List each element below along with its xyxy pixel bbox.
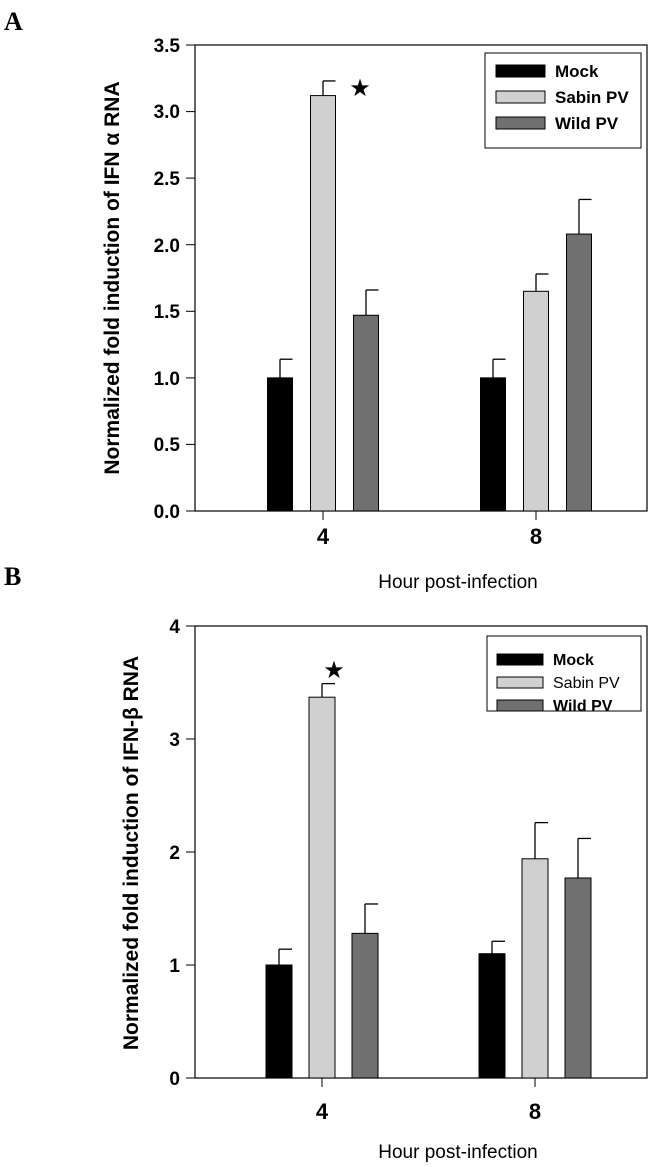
bar-sabin-4h-b: [308, 696, 336, 1079]
bar-mock-8h: [480, 377, 506, 512]
legend-b: Mock Sabin PV Wild PV: [486, 635, 642, 715]
legend-box-b: [486, 635, 642, 712]
legend-label-wild-b: Wild PV: [553, 698, 613, 715]
bar-mock-8h-b: [478, 953, 506, 1079]
x-tick-label-a: 4: [317, 524, 330, 549]
legend-swatch-mock: [495, 64, 546, 78]
panel-letter-a: A: [4, 7, 23, 36]
legend-label-sabin-b: Sabin PV: [553, 675, 620, 692]
y-tick-labels-b: 0 1 2 3 4: [169, 617, 180, 1090]
panel-letter-b: B: [4, 562, 21, 591]
y-tick-label-a: 0.5: [154, 435, 181, 456]
legend-swatch-wild-b: [496, 699, 544, 712]
bar-sabin-8h: [523, 290, 549, 512]
bar-wild-8h: [566, 233, 592, 512]
y-tick-label-a: 0.0: [154, 502, 180, 523]
bar-wild-4h-b: [351, 932, 379, 1079]
y-tick-label-b: 0: [169, 1069, 180, 1090]
bar-mock-4h: [267, 377, 293, 512]
legend-swatch-wild: [495, 116, 546, 130]
legend-label-mock: Mock: [555, 62, 599, 81]
y-tick-label-a: 3.0: [154, 102, 180, 123]
significance-star-a: ★: [349, 74, 371, 102]
bar-wild-4h: [353, 314, 379, 512]
y-ticks-a: [186, 44, 195, 512]
legend-swatch-sabin-b: [496, 676, 544, 689]
bar-mock-4h-b: [265, 964, 293, 1079]
y-tick-label-b: 2: [169, 843, 180, 864]
bar-sabin-4h: [310, 95, 336, 512]
legend-swatch-mock-b: [496, 653, 544, 666]
bar-wild-8h-b: [564, 877, 592, 1079]
legend-label-wild: Wild PV: [555, 114, 619, 133]
legend-label-mock-b: Mock: [553, 652, 594, 669]
bar-sabin-8h-b: [521, 858, 549, 1079]
y-tick-label-a: 3.5: [154, 36, 181, 57]
y-axis-title-b: Normalized fold induction of IFN-β RNA: [120, 656, 143, 1050]
y-tick-label-b: 4: [169, 617, 180, 638]
y-tick-label-a: 2.0: [154, 236, 180, 257]
y-tick-label-b: 1: [169, 956, 180, 977]
x-axis-title-b: Hour post-infection: [378, 1142, 537, 1163]
y-axis-title-a: Normalized fold induction of IFN α RNA: [101, 81, 124, 474]
legend-swatch-sabin: [495, 90, 546, 104]
significance-star-b: ★: [323, 656, 345, 684]
panel-a: A Normalized fold induction of IFN α RNA…: [4, 7, 648, 593]
y-ticks-b: [186, 625, 195, 1079]
plot-frame-a: [194, 44, 648, 512]
x-tick-label-a: 8: [530, 524, 542, 549]
y-tick-label-a: 1.5: [154, 302, 181, 323]
x-tick-label-b: 8: [529, 1099, 541, 1124]
bars-a: [267, 80, 592, 512]
legend-a: Mock Sabin PV Wild PV: [484, 52, 642, 149]
legend-label-sabin: Sabin PV: [555, 88, 629, 107]
x-axis-title-a: Hour post-infection: [378, 572, 537, 593]
bars-b: [265, 682, 592, 1079]
x-tick-label-b: 4: [316, 1099, 329, 1124]
y-tick-label-b: 3: [169, 730, 180, 751]
y-tick-label-a: 1.0: [154, 369, 180, 390]
y-tick-labels-a: 0.0 0.5 1.0 1.5 2.0 2.5 3.0 3.5: [154, 36, 181, 523]
panel-b: B Normalized fold induction of IFN-β RNA…: [4, 562, 648, 1163]
y-tick-label-a: 2.5: [154, 169, 181, 190]
